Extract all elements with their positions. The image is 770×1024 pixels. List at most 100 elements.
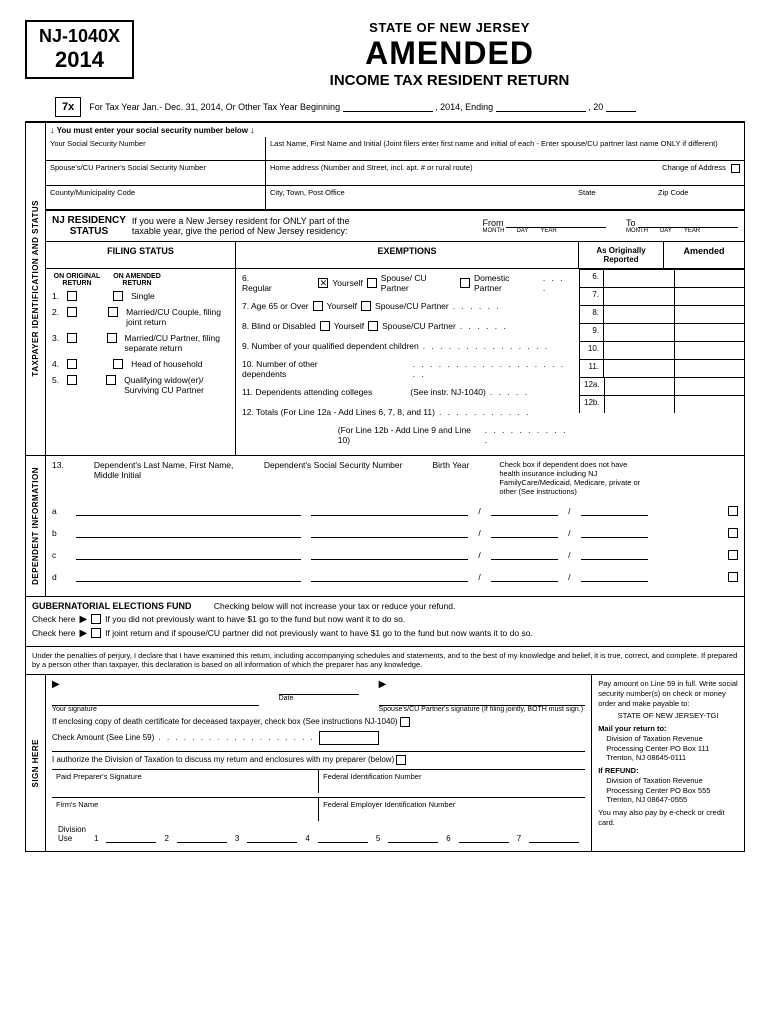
fed-emp-id-field[interactable]: Federal Employer Identification Number bbox=[319, 798, 585, 821]
dep-a-ssn[interactable] bbox=[311, 504, 468, 516]
dep-c-ssn[interactable] bbox=[311, 548, 468, 560]
year-blank[interactable] bbox=[606, 102, 636, 112]
filing-header: FILING STATUS EXEMPTIONS As Originally R… bbox=[46, 241, 744, 269]
dep-c-name[interactable] bbox=[76, 548, 301, 560]
reported-columns: 6. 7. 8. 9. 10. 11. 12a. 12b. bbox=[579, 269, 744, 455]
l6-amend[interactable] bbox=[675, 270, 745, 287]
state-name: STATE OF NEW JERSEY bbox=[154, 20, 745, 35]
dep-a-checkbox[interactable] bbox=[728, 506, 738, 516]
filing-opt-2: 2. Married/CU Couple, filing joint retur… bbox=[52, 307, 229, 327]
l7-amend[interactable] bbox=[675, 288, 745, 305]
filing-opt-3: 3. Married/CU Partner, filing separate r… bbox=[52, 333, 229, 353]
l10-orig[interactable] bbox=[604, 342, 675, 359]
gubernatorial-section: GUBERNATORIAL ELECTIONS FUND Checking be… bbox=[26, 596, 744, 646]
dep-b-ssn[interactable] bbox=[311, 526, 468, 538]
sig-date[interactable] bbox=[279, 679, 359, 695]
l7-yourself-checkbox[interactable] bbox=[313, 301, 323, 311]
l7-spouse-checkbox[interactable] bbox=[361, 301, 371, 311]
address-field[interactable]: Home address (Number and Street, incl. a… bbox=[266, 161, 634, 185]
amend-3-checkbox[interactable] bbox=[107, 333, 117, 343]
filing-opt-1: 1. Single bbox=[52, 291, 229, 301]
l12b-amend[interactable] bbox=[675, 396, 744, 413]
orig-3-checkbox[interactable] bbox=[67, 333, 77, 343]
l12a-orig[interactable] bbox=[605, 378, 675, 395]
spouse-ssn-field[interactable]: Spouse's/CU Partner's Social Security Nu… bbox=[46, 161, 266, 185]
l9-orig[interactable] bbox=[604, 324, 675, 341]
ssn-field[interactable]: Your Social Security Number bbox=[46, 137, 266, 160]
check-amount-box[interactable] bbox=[319, 731, 379, 745]
l9-amend[interactable] bbox=[675, 324, 745, 341]
lastname-field[interactable]: Last Name, First Name and Initial (Joint… bbox=[266, 137, 744, 160]
city-field[interactable]: City, Town, Post Office bbox=[266, 186, 574, 209]
gub-check-2[interactable] bbox=[91, 628, 101, 638]
from-date[interactable] bbox=[506, 218, 606, 228]
form-header: NJ-1040X 2014 STATE OF NEW JERSEY AMENDE… bbox=[25, 20, 745, 89]
dep-b-name[interactable] bbox=[76, 526, 301, 538]
dep-c-checkbox[interactable] bbox=[728, 550, 738, 560]
tax-year-row: 7x For Tax Year Jan.- Dec. 31, 2014, Or … bbox=[25, 97, 745, 117]
residency-dates: From MONTHDAYYEAR To MONTHDAYYEAR bbox=[482, 218, 738, 234]
dep-d-name[interactable] bbox=[76, 570, 301, 582]
l12b-orig[interactable] bbox=[605, 396, 675, 413]
l8-orig[interactable] bbox=[604, 306, 675, 323]
amend-2-checkbox[interactable] bbox=[108, 307, 118, 317]
l11-orig[interactable] bbox=[604, 360, 675, 377]
orig-2-checkbox[interactable] bbox=[67, 307, 77, 317]
residency-row: NJ RESIDENCY STATUS If you were a New Je… bbox=[46, 210, 744, 241]
firm-name-field[interactable]: Firm's Name bbox=[52, 798, 319, 821]
state-field[interactable]: State bbox=[574, 186, 654, 209]
spouse-signature[interactable] bbox=[379, 690, 586, 706]
dep-d-ssn[interactable] bbox=[311, 570, 468, 582]
ending-blank[interactable] bbox=[496, 102, 586, 112]
l12a-amend[interactable] bbox=[675, 378, 744, 395]
zip-field[interactable]: Zip Code bbox=[654, 186, 744, 209]
filing-opt-5: 5. Qualifying widow(er)/ Surviving CU Pa… bbox=[52, 375, 229, 395]
l6-spouse-checkbox[interactable] bbox=[367, 278, 377, 288]
filing-body: ON ORIGINAL RETURN ON AMENDED RETURN 1. … bbox=[46, 269, 744, 455]
l6-yourself-checkbox[interactable] bbox=[318, 278, 328, 288]
orig-5-checkbox[interactable] bbox=[67, 375, 77, 385]
box-7x: 7x bbox=[55, 97, 81, 117]
coa-field: Change of Address bbox=[634, 161, 744, 185]
death-cert-checkbox[interactable] bbox=[400, 717, 410, 727]
return-title: INCOME TAX RESIDENT RETURN bbox=[154, 72, 745, 89]
beginning-blank[interactable] bbox=[343, 102, 433, 112]
tax-year-text: For Tax Year Jan.- Dec. 31, 2014, Or Oth… bbox=[89, 102, 635, 112]
paid-preparer-field[interactable]: Paid Preparer's Signature bbox=[52, 770, 319, 793]
form-number: NJ-1040X bbox=[39, 26, 120, 47]
authorize-checkbox[interactable] bbox=[396, 755, 406, 765]
dep-b-checkbox[interactable] bbox=[728, 528, 738, 538]
l8-spouse-checkbox[interactable] bbox=[368, 321, 378, 331]
county-field[interactable]: County/Municipality Code bbox=[46, 186, 266, 209]
amend-1-checkbox[interactable] bbox=[113, 291, 123, 301]
dep-row-c: c// bbox=[52, 548, 738, 560]
l8-yourself-checkbox[interactable] bbox=[320, 321, 330, 331]
l10-amend[interactable] bbox=[675, 342, 745, 359]
dep-d-checkbox[interactable] bbox=[728, 572, 738, 582]
sidebar-dependent: DEPENDENT INFORMATION bbox=[26, 456, 46, 596]
exemptions-section: 6. Regular Yourself Spouse/ CU Partner D… bbox=[236, 269, 579, 455]
ssn-notice: ↓ You must enter your social security nu… bbox=[46, 123, 744, 137]
l7-orig[interactable] bbox=[604, 288, 675, 305]
filing-status-section: ON ORIGINAL RETURN ON AMENDED RETURN 1. … bbox=[46, 269, 236, 455]
orig-1-checkbox[interactable] bbox=[67, 291, 77, 301]
l6-domestic-checkbox[interactable] bbox=[460, 278, 470, 288]
dep-row-a: a// bbox=[52, 504, 738, 516]
dep-a-name[interactable] bbox=[76, 504, 301, 516]
sign-content: ▶Your signature Date ▶Spouse's/CU Partne… bbox=[46, 675, 591, 851]
l11-amend[interactable] bbox=[675, 360, 745, 377]
gub-check-1[interactable] bbox=[91, 614, 101, 624]
l8-amend[interactable] bbox=[675, 306, 745, 323]
tax-year: 2014 bbox=[39, 47, 120, 73]
fed-id-field[interactable]: Federal Identification Number bbox=[319, 770, 585, 793]
amend-5-checkbox[interactable] bbox=[106, 375, 116, 385]
to-date[interactable] bbox=[638, 218, 738, 228]
l6-orig[interactable] bbox=[604, 270, 675, 287]
main-form: TAXPAYER IDENTIFICATION AND STATUS ↓ You… bbox=[25, 121, 745, 852]
coa-checkbox[interactable] bbox=[731, 164, 740, 173]
filing-opt-4: 4. Head of household bbox=[52, 359, 229, 369]
amended-title: AMENDED bbox=[154, 35, 745, 72]
your-signature[interactable] bbox=[52, 690, 259, 706]
orig-4-checkbox[interactable] bbox=[67, 359, 77, 369]
amend-4-checkbox[interactable] bbox=[113, 359, 123, 369]
